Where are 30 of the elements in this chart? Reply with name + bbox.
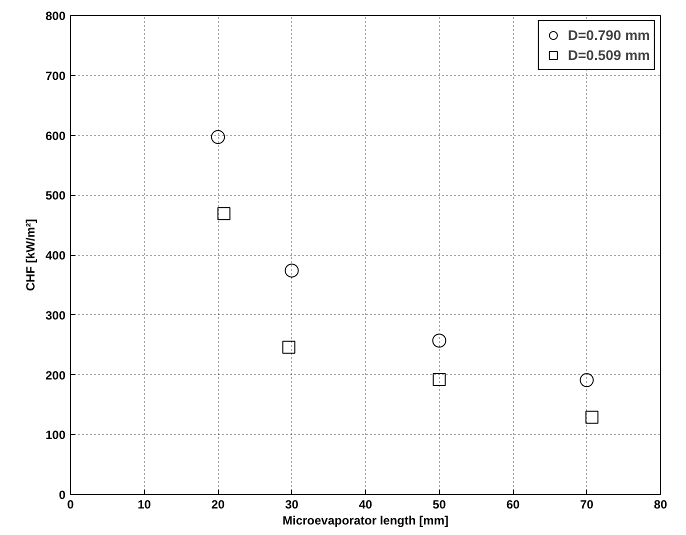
y-tick-label: 400: [45, 248, 66, 262]
legend-label: D=0.509 mm: [568, 47, 650, 63]
point: [585, 410, 598, 424]
point: [580, 373, 594, 388]
point: [211, 130, 225, 144]
y-tick-label: 300: [45, 308, 66, 322]
y-tick-label: 100: [45, 428, 66, 442]
y-tick-label: 600: [45, 128, 66, 143]
x-tick-label: 50: [432, 498, 446, 512]
legend-label: D=0.790 mm: [568, 27, 650, 43]
y-tick-label: 800: [45, 9, 66, 23]
x-axis-title: Microevaporator length [mm]: [282, 514, 449, 528]
x-tick-label: 10: [138, 498, 152, 512]
x-tick-label: 80: [654, 498, 668, 512]
y-tick-label: 500: [45, 188, 66, 203]
x-tick-label: 70: [580, 498, 594, 512]
x-tick-label: 30: [285, 498, 299, 512]
x-tick-label: 40: [358, 498, 372, 512]
y-axis-title: CHF [kW/m²]: [23, 218, 38, 291]
point: [284, 264, 299, 278]
point: [217, 207, 230, 220]
y-tick-label: 200: [45, 368, 66, 382]
x-tick-label: 0: [67, 498, 74, 512]
x-tick-label: 60: [506, 498, 520, 512]
point: [432, 373, 446, 386]
x-tick-label: 20: [211, 498, 225, 512]
y-tick-label: 0: [58, 488, 66, 502]
y-tick-label: 700: [45, 68, 66, 83]
point: [432, 334, 446, 348]
point: [282, 340, 296, 354]
